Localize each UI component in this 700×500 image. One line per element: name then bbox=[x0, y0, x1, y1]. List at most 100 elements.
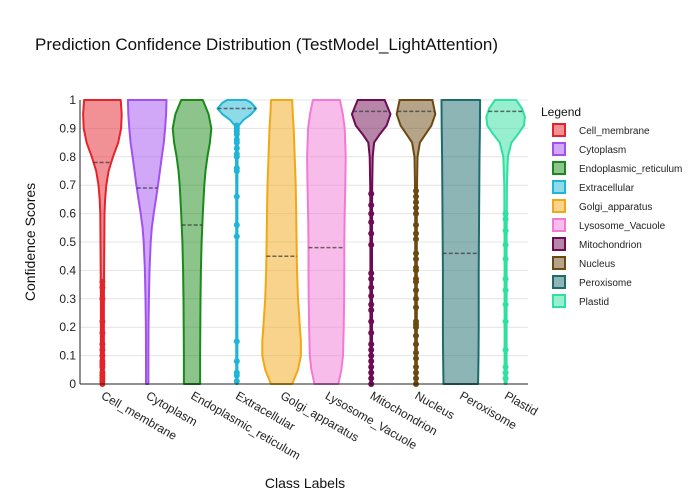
legend-item[interactable]: Mitochondrion bbox=[552, 237, 642, 251]
y-tick-label: 0 bbox=[69, 377, 76, 391]
data-point bbox=[233, 358, 240, 365]
violin-cell-membrane bbox=[82, 99, 123, 387]
y-tick-label: 0.6 bbox=[59, 207, 76, 221]
legend-swatch bbox=[552, 199, 566, 213]
data-point bbox=[233, 378, 240, 385]
y-tick-label: 0.8 bbox=[59, 150, 76, 164]
legend-label: Peroxisome bbox=[579, 278, 632, 289]
y-tick-labels: 0 0.1 0.2 0.3 0.4 0.5 0.6 0.7 0.8 0.9 1 bbox=[59, 93, 76, 391]
legend-label: Cell_membrane bbox=[579, 126, 650, 137]
violin-extracellular bbox=[216, 99, 258, 385]
data-point bbox=[99, 329, 106, 336]
data-point bbox=[368, 230, 375, 237]
y-tick-label: 1 bbox=[69, 93, 76, 107]
data-point bbox=[233, 136, 240, 143]
y-axis-title: Confidence Scores bbox=[22, 183, 38, 301]
violin-golgi-apparatus bbox=[261, 99, 302, 385]
x-tick-labels: Cell_membraneCytoplasmEndoplasmic_reticu… bbox=[99, 388, 540, 462]
legend-label: Nucleus bbox=[579, 259, 615, 270]
data-point bbox=[413, 349, 419, 356]
data-point bbox=[368, 358, 375, 365]
violin-nucleus bbox=[395, 99, 437, 387]
data-point bbox=[413, 221, 419, 228]
legend-item[interactable]: Cell_membrane bbox=[552, 123, 650, 137]
data-point bbox=[413, 304, 419, 311]
data-point bbox=[99, 284, 106, 291]
x-axis-title: Class Labels bbox=[265, 475, 345, 491]
legend-swatch bbox=[552, 142, 566, 156]
data-point bbox=[368, 301, 375, 308]
legend-item[interactable]: Peroxisome bbox=[552, 275, 632, 289]
y-tick-label: 0.9 bbox=[59, 121, 76, 135]
legend-swatch bbox=[552, 180, 566, 194]
data-point bbox=[368, 307, 375, 314]
legend-item[interactable]: Nucleus bbox=[552, 256, 615, 270]
data-point bbox=[413, 199, 419, 206]
data-point bbox=[368, 275, 375, 282]
violin-shape bbox=[171, 99, 213, 385]
data-point bbox=[502, 210, 509, 217]
data-point bbox=[368, 341, 375, 348]
data-point bbox=[413, 256, 419, 263]
data-point bbox=[413, 187, 419, 194]
legend-item[interactable]: Cytoplasm bbox=[552, 142, 626, 156]
legend-item[interactable]: Endoplasmic_reticulum bbox=[552, 161, 682, 175]
data-point bbox=[368, 329, 375, 336]
legend-swatch bbox=[552, 218, 566, 232]
violin-mitochondrion bbox=[350, 99, 392, 387]
data-point bbox=[233, 221, 240, 228]
data-point bbox=[368, 241, 375, 248]
data-point bbox=[502, 369, 509, 376]
data-point bbox=[413, 204, 419, 211]
data-point bbox=[502, 275, 509, 282]
data-point bbox=[233, 145, 240, 152]
legend-label: Golgi_apparatus bbox=[579, 202, 652, 213]
data-point bbox=[233, 122, 240, 129]
data-point bbox=[413, 375, 419, 382]
data-point bbox=[413, 341, 419, 348]
legend-swatch bbox=[552, 237, 566, 251]
legend-swatch bbox=[552, 294, 566, 308]
data-point bbox=[99, 278, 106, 285]
legend-label: Mitochondrion bbox=[579, 240, 642, 251]
legend-swatch bbox=[552, 161, 566, 175]
data-point bbox=[413, 332, 419, 339]
violin-shape bbox=[82, 99, 123, 385]
legend-label: Lysosome_Vacuole bbox=[579, 221, 666, 232]
data-point bbox=[99, 358, 106, 365]
data-point bbox=[368, 318, 375, 325]
data-point bbox=[502, 241, 509, 248]
data-point bbox=[368, 375, 375, 382]
legend-swatch bbox=[552, 256, 566, 270]
data-point bbox=[502, 375, 509, 382]
data-point bbox=[99, 369, 106, 376]
violins bbox=[82, 99, 526, 387]
data-point bbox=[413, 363, 419, 370]
data-point bbox=[413, 230, 419, 237]
data-point bbox=[368, 190, 375, 197]
legend-item[interactable]: Extracellular bbox=[552, 180, 635, 194]
data-point bbox=[368, 292, 375, 299]
data-point bbox=[368, 202, 375, 209]
data-point bbox=[99, 318, 106, 325]
data-point bbox=[502, 287, 509, 294]
data-point bbox=[413, 295, 419, 302]
data-point bbox=[368, 352, 375, 359]
data-point bbox=[413, 369, 419, 376]
data-point bbox=[368, 346, 375, 353]
legend-item[interactable]: Lysosome_Vacuole bbox=[552, 218, 666, 232]
legend-item[interactable]: Golgi_apparatus bbox=[552, 199, 652, 213]
y-tick-label: 0.3 bbox=[59, 292, 76, 306]
legend-swatch bbox=[552, 123, 566, 137]
data-point bbox=[368, 219, 375, 226]
data-point bbox=[413, 355, 419, 362]
legend-item[interactable]: Plastid bbox=[552, 294, 609, 308]
violin-lysosome-vacuole bbox=[306, 99, 347, 385]
legend-title: Legend bbox=[541, 105, 581, 119]
data-point bbox=[413, 287, 419, 294]
legend-swatch bbox=[552, 275, 566, 289]
chart-title: Prediction Confidence Distribution (Test… bbox=[35, 35, 498, 54]
data-point bbox=[502, 301, 509, 308]
data-point bbox=[502, 346, 509, 353]
